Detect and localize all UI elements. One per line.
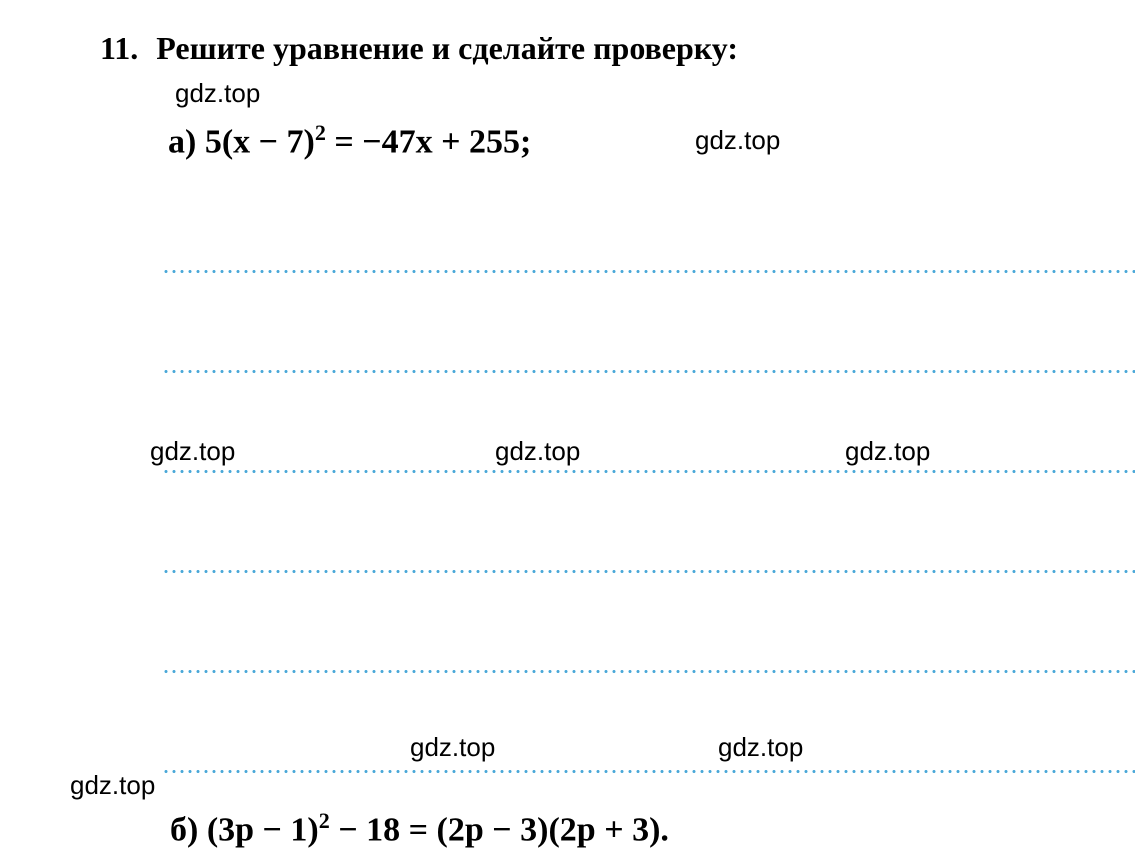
watermark: gdz.top [718,732,803,763]
answer-line [162,470,1135,473]
watermark: gdz.top [695,125,780,156]
watermark: gdz.top [845,436,930,467]
watermark: gdz.top [175,78,260,109]
eq-a-exp: 2 [315,120,326,145]
problem-title: Решите уравнение и сделайте проверку: [156,30,738,67]
equation-a: а) 5(x − 7)2 = −47x + 255; [168,120,531,161]
eq-b-p2: − 18 = (2p − 3)(2p + 3). [330,811,669,848]
problem-number: 11. [100,30,138,67]
eq-a-left: 5(x − 7) [205,123,315,160]
equation-b: б) (3p − 1)2 − 18 = (2p − 3)(2p + 3). [170,808,669,849]
watermark: gdz.top [495,436,580,467]
part-a-label: а) [168,123,196,160]
part-b-label: б) [170,811,198,848]
answer-line [162,370,1135,373]
eq-a-right: = −47x + 255; [326,123,531,160]
watermark: gdz.top [70,770,155,801]
eq-b-exp: 2 [319,808,330,833]
answer-line [162,670,1135,673]
eq-b-p1: (3p − 1) [207,811,319,848]
problem-header: 11. Решите уравнение и сделайте проверку… [100,30,1115,67]
watermark: gdz.top [150,436,235,467]
answer-line [162,270,1135,273]
watermark: gdz.top [410,732,495,763]
answer-line [162,570,1135,573]
answer-line [162,770,1135,773]
